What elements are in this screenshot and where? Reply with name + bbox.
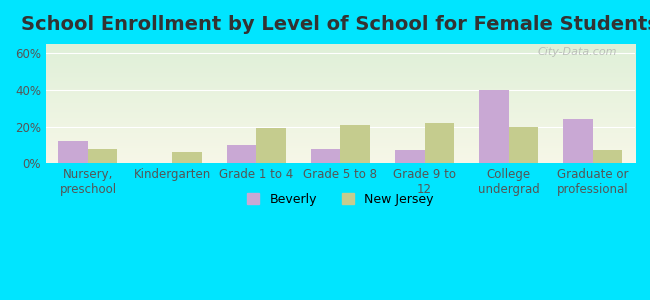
Bar: [341, 125, 370, 163]
Bar: [593, 150, 623, 163]
Bar: [509, 127, 538, 163]
Bar: [311, 148, 341, 163]
Legend: Beverly, New Jersey: Beverly, New Jersey: [242, 188, 439, 211]
Bar: [479, 90, 509, 163]
Bar: [256, 128, 286, 163]
Bar: [564, 119, 593, 163]
Bar: [88, 148, 118, 163]
Bar: [58, 141, 88, 163]
Title: School Enrollment by Level of School for Female Students: School Enrollment by Level of School for…: [21, 15, 650, 34]
Bar: [172, 152, 202, 163]
Bar: [227, 145, 256, 163]
Bar: [395, 150, 424, 163]
Bar: [424, 123, 454, 163]
Text: City-Data.com: City-Data.com: [538, 47, 618, 58]
